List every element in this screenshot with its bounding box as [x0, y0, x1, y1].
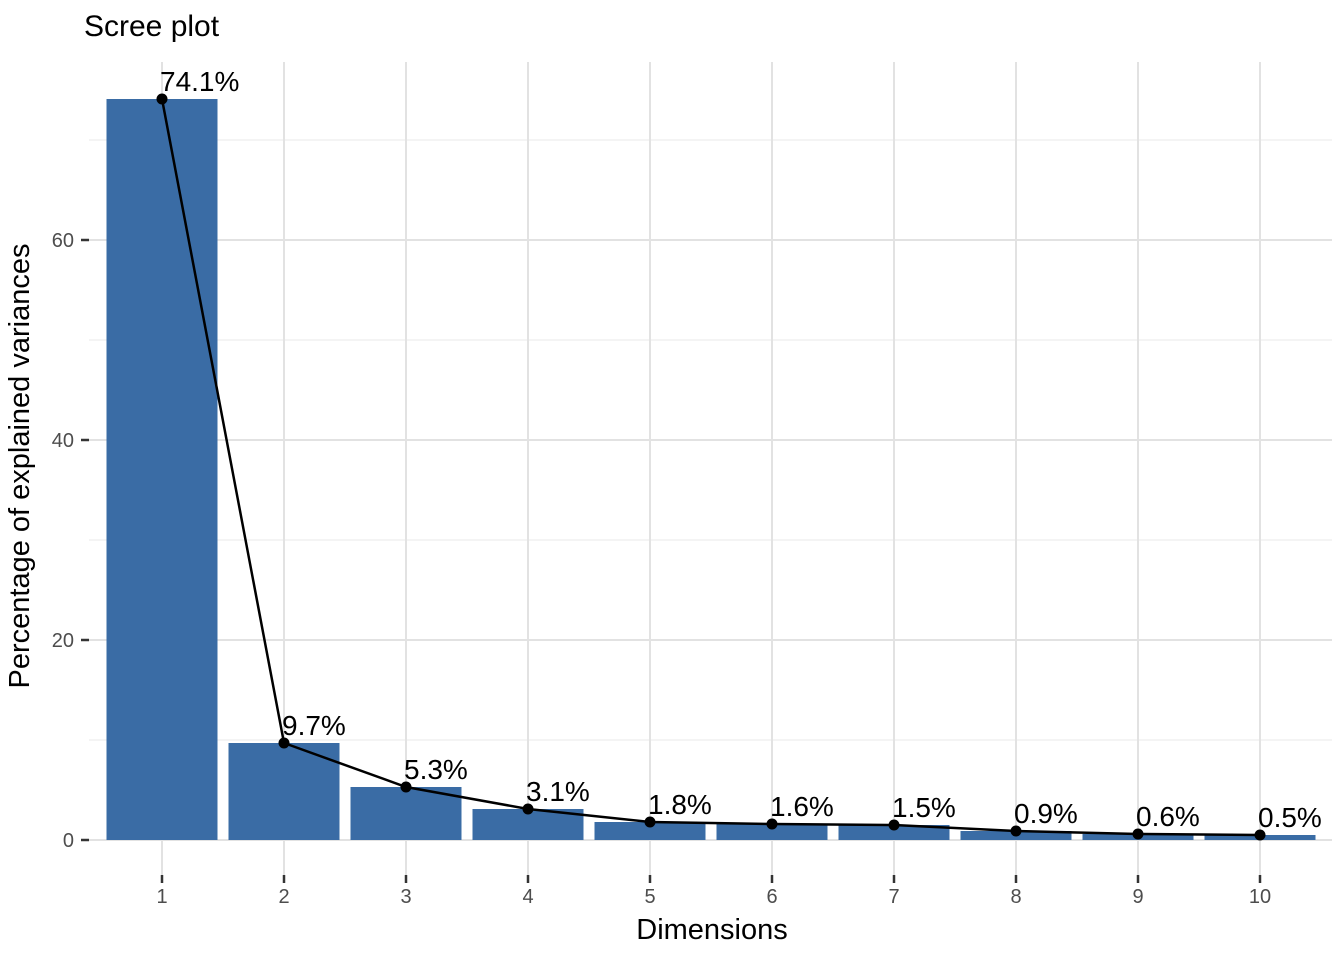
bar	[228, 743, 340, 840]
point-label: 3.1%	[526, 776, 590, 807]
point-label: 0.9%	[1014, 798, 1078, 829]
x-tick-label: 3	[400, 886, 411, 908]
x-tick-label: 8	[1010, 886, 1021, 908]
x-tick-label: 5	[644, 886, 655, 908]
point-label: 1.8%	[648, 789, 712, 820]
trend-line	[160, 98, 1261, 837]
point-label: 9.7%	[282, 710, 346, 741]
x-tick-label: 4	[522, 886, 533, 908]
point-label: 0.5%	[1258, 802, 1322, 833]
data-point	[522, 803, 534, 815]
bar	[106, 99, 218, 840]
y-axis-title: Percentage of explained variances	[4, 244, 36, 689]
x-axis-title: Dimensions	[636, 914, 788, 946]
data-point	[400, 781, 412, 793]
x-tick-label: 2	[278, 886, 289, 908]
bar	[594, 822, 706, 840]
y-tick-label: 40	[52, 430, 74, 452]
data-point	[1132, 828, 1144, 840]
x-tick-label: 1	[156, 886, 167, 908]
data-point	[1254, 829, 1266, 841]
chart-plot-area: 74.1% 9.7% 5.3% 3.1% 1.8% 1.6% 1.5% 0.9% 0.6% 0.5…	[52, 62, 1332, 908]
data-point	[278, 737, 290, 749]
y-tick-label: 60	[52, 230, 74, 252]
x-tick-label: 10	[1249, 886, 1271, 908]
data-point	[156, 93, 168, 105]
bar	[838, 825, 950, 840]
x-tick-label: 7	[888, 886, 899, 908]
point-label: 5.3%	[404, 754, 468, 785]
point-label: 1.5%	[892, 792, 956, 823]
point-label: 1.6%	[770, 791, 834, 822]
bar	[350, 787, 462, 840]
y-tick-label: 20	[52, 630, 74, 652]
data-point	[644, 816, 656, 828]
bar	[716, 824, 828, 840]
x-tick-label: 6	[766, 886, 777, 908]
y-tick-label: 0	[63, 830, 74, 852]
point-label: 74.1%	[160, 66, 239, 97]
data-point	[888, 819, 900, 831]
data-point	[766, 818, 778, 830]
x-tick-label: 9	[1132, 886, 1143, 908]
data-point	[1010, 825, 1022, 837]
point-label: 0.6%	[1136, 801, 1200, 832]
chart-title: Scree plot	[84, 10, 220, 43]
